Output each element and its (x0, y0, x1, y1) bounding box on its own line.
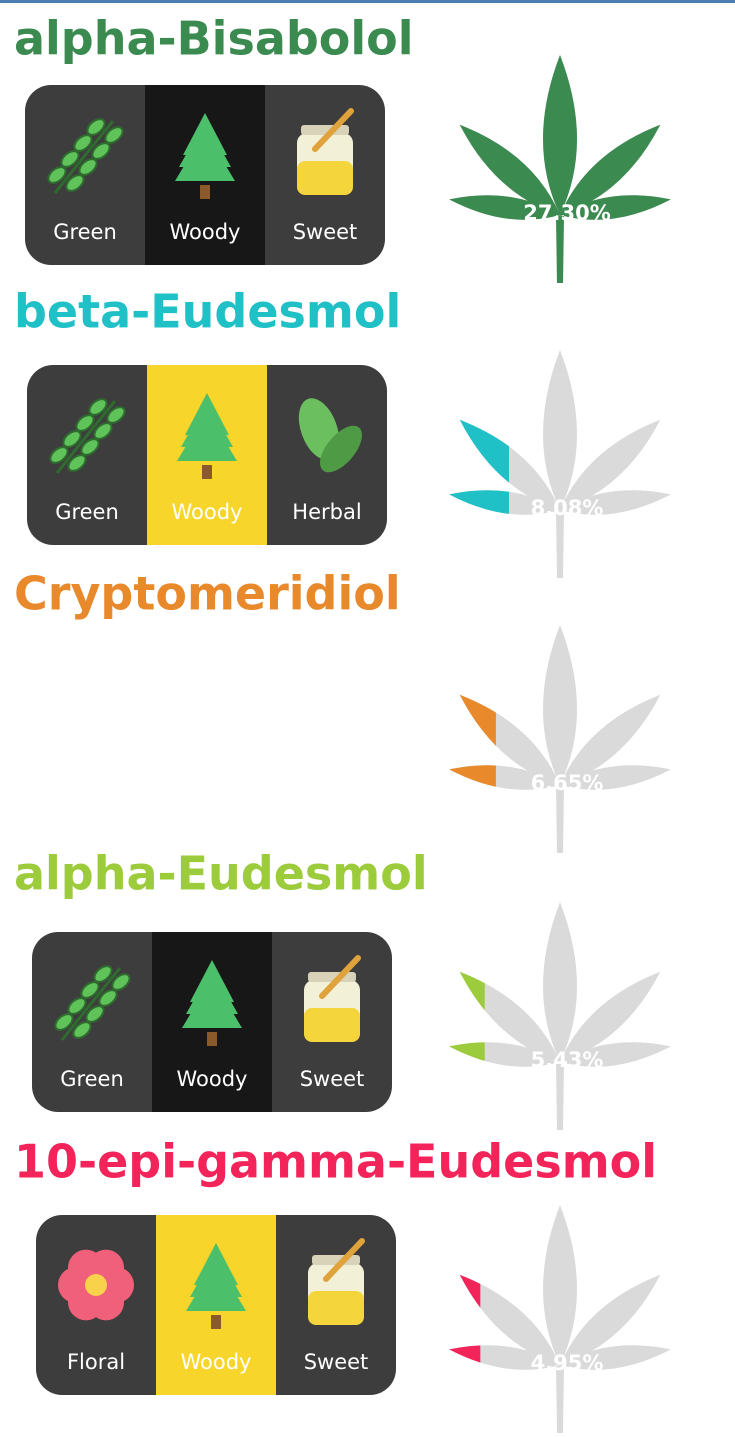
leaf-bg (449, 1205, 671, 1433)
flavor-label: Woody (170, 220, 241, 244)
share-label: 4.95% (531, 1351, 604, 1375)
leaf-fill (435, 897, 485, 1137)
flavor-label: Sweet (304, 1350, 369, 1374)
flavor-label: Sweet (293, 220, 358, 244)
flavor-box: Floral Woody Sweet (36, 1215, 396, 1395)
flavor-box: Green Woody Herbal (27, 365, 387, 545)
share-label: 5.43% (531, 1048, 604, 1072)
item-title: beta-Eudesmol (14, 285, 401, 339)
flavor-label: Green (55, 500, 119, 524)
flavor-label: Woody (177, 1067, 248, 1091)
flavor-label: Green (53, 220, 117, 244)
leaf-bg (449, 902, 671, 1130)
leaf-fill (435, 345, 509, 585)
leaf-fill (435, 1200, 480, 1437)
flavor-label: Sweet (300, 1067, 365, 1091)
flavor-box: Green Woody Sweet (25, 85, 385, 265)
flavor-label: Floral (67, 1350, 125, 1374)
flavor-label: Woody (172, 500, 243, 524)
share-label: 8.08% (531, 496, 604, 520)
share-label: 6.65% (531, 771, 604, 795)
leaf-bg (449, 350, 671, 578)
leaf-fill (435, 620, 496, 860)
item-title: 10-epi-gamma-Eudesmol (14, 1135, 657, 1189)
leaf-fill (435, 50, 685, 290)
share-label: 27.30% (523, 201, 610, 225)
flavor-label: Herbal (292, 500, 361, 524)
item-title: Cryptomeridiol (14, 567, 401, 621)
item-title: alpha-Eudesmol (14, 847, 428, 901)
flavor-label: Green (60, 1067, 124, 1091)
flavor-label: Woody (181, 1350, 252, 1374)
leaf-bg (449, 625, 671, 853)
flavor-box: Green Woody Sweet (32, 932, 392, 1112)
item-title: alpha-Bisabolol (14, 12, 414, 66)
infographic: alpha-Bisabolol Green Woody Sweet 27.30% beta… (0, 0, 735, 1437)
top-border (0, 0, 735, 3)
